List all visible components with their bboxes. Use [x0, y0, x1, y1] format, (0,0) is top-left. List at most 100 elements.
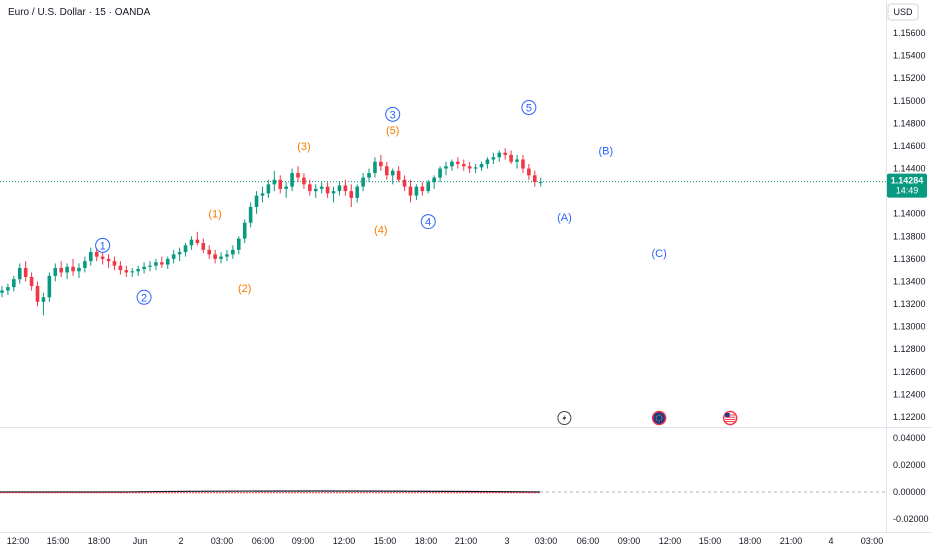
currency-button[interactable]: USD — [887, 3, 919, 21]
price-tick-label: 1.13400 — [893, 276, 926, 286]
wave-text: (5) — [386, 125, 399, 137]
candle — [0, 285, 4, 298]
candle — [237, 236, 241, 255]
candle — [533, 170, 537, 187]
candle — [160, 256, 164, 268]
time-tick-label: 15:00 — [374, 536, 397, 546]
candle — [254, 191, 259, 214]
price-tick-label: 1.13000 — [893, 322, 926, 332]
wave-label[interactable]: (3) — [297, 141, 310, 153]
candle — [414, 184, 419, 201]
economic-events[interactable] — [557, 410, 738, 426]
candle — [207, 245, 211, 259]
price-tick-label: 1.12600 — [893, 367, 926, 377]
wave-label[interactable]: (B) — [599, 145, 614, 157]
candle — [201, 238, 206, 254]
candle — [118, 261, 123, 275]
candle — [296, 166, 300, 183]
candle — [284, 182, 288, 198]
price-tick-label: 1.13800 — [893, 231, 926, 241]
wave-label[interactable]: 2 — [136, 289, 152, 305]
wave-text: (A) — [557, 212, 572, 224]
wave-circle — [521, 100, 537, 116]
lightning-event-icon[interactable] — [557, 411, 572, 425]
time-tick-label: 18:00 — [415, 536, 438, 546]
candle — [396, 166, 401, 183]
candle — [260, 186, 265, 203]
candle — [89, 247, 93, 266]
price-axis[interactable]: 1.15600 1.15400 1.15200 1.15000 1.14800 1.146… — [893, 28, 926, 422]
candle — [390, 168, 395, 185]
candle — [444, 161, 448, 176]
candle — [485, 157, 490, 169]
candle — [154, 258, 158, 271]
price-tick-label: 1.12800 — [893, 344, 926, 354]
candle — [148, 261, 152, 272]
candle — [461, 159, 466, 171]
candle — [272, 170, 277, 192]
wave-label[interactable]: 3 — [385, 106, 401, 122]
time-tick-label: 3 — [504, 536, 509, 546]
candle — [213, 249, 217, 264]
candle — [130, 267, 135, 277]
wave-label[interactable]: (A) — [557, 212, 572, 224]
candle — [420, 182, 425, 196]
time-tick-label: 09:00 — [292, 536, 315, 546]
indicator-tick-label: 0.00000 — [893, 487, 926, 497]
eu-flag-event-icon[interactable] — [651, 410, 667, 426]
candle — [302, 173, 306, 189]
candle — [503, 148, 507, 160]
us-flag-event-icon[interactable] — [722, 410, 738, 426]
wave-text: (1) — [208, 209, 221, 221]
time-tick-label: 12:00 — [659, 536, 682, 546]
wave-label[interactable]: 5 — [521, 100, 537, 116]
candle — [361, 173, 365, 192]
currency-label: USD — [893, 7, 913, 17]
wave-label[interactable]: 4 — [420, 214, 436, 230]
indicator-tick-label: -0.02000 — [893, 514, 929, 524]
time-axis[interactable]: 12:00 15:00 18:00 Jun 2 03:00 06:00 09:00 12:00 1… — [7, 536, 884, 546]
symbol-title: Euro / U.S. Dollar · 15 · OANDA — [8, 7, 151, 18]
candle — [343, 179, 348, 196]
candle — [432, 175, 436, 189]
elliott-wave-labels[interactable]: 1 2 (1) (2) (3) 3 (5) (4) 4 5 (B) (A) (C) — [95, 100, 667, 305]
time-tick-label: Jun — [133, 536, 148, 546]
candle — [308, 179, 312, 196]
wave-circle — [136, 289, 152, 305]
time-tick-label: 15:00 — [699, 536, 722, 546]
candlestick-series[interactable] — [0, 148, 543, 316]
wave-circle — [385, 106, 401, 122]
price-tick-label: 1.13200 — [893, 299, 926, 309]
price-tick-label: 1.15200 — [893, 73, 926, 83]
wave-circle — [95, 237, 111, 253]
indicator-axis[interactable]: 0.04000 0.02000 0.00000 -0.02000 — [893, 433, 929, 524]
indicator-series — [0, 490, 541, 494]
wave-label[interactable]: (4) — [374, 225, 387, 237]
wave-label[interactable]: (5) — [386, 125, 399, 137]
candle — [385, 161, 389, 180]
candle — [59, 261, 63, 277]
wave-label[interactable]: (2) — [238, 283, 251, 295]
candle — [450, 159, 454, 171]
candle — [195, 231, 200, 246]
candle — [106, 254, 111, 268]
indicator-tick-label: 0.04000 — [893, 433, 926, 443]
candle — [29, 272, 34, 291]
wave-circle — [420, 214, 436, 230]
indicator-line — [0, 490, 541, 493]
candle — [349, 184, 354, 207]
candle — [402, 175, 407, 192]
wave-label[interactable]: (1) — [208, 209, 221, 221]
price-tick-label: 1.12200 — [893, 412, 926, 422]
candle — [177, 247, 182, 262]
candle — [183, 243, 188, 257]
candle — [538, 177, 543, 187]
wave-label[interactable]: (C) — [651, 248, 666, 260]
wave-text: (B) — [599, 145, 614, 157]
wave-label[interactable]: 1 — [95, 237, 111, 253]
price-tick-label: 1.12400 — [893, 389, 926, 399]
indicator-tick-label: 0.02000 — [893, 460, 926, 470]
time-tick-label: 21:00 — [455, 536, 478, 546]
wave-text: (2) — [238, 283, 251, 295]
